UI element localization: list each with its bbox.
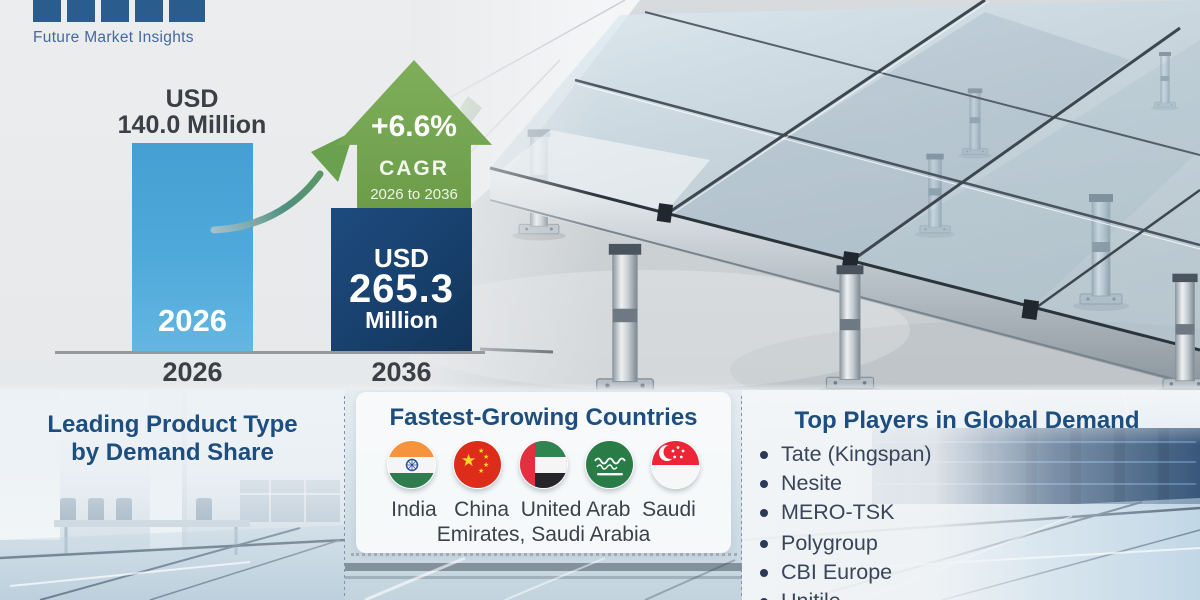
x-axis-label-2036: 2036 bbox=[371, 357, 432, 387]
x-axis-line bbox=[55, 351, 485, 354]
office-photo-haze bbox=[0, 390, 345, 600]
player-name: Unitile bbox=[781, 589, 841, 600]
bullet-icon bbox=[760, 508, 768, 517]
player-item: CBI Europe bbox=[760, 558, 932, 587]
player-name: Polygroup bbox=[781, 531, 878, 555]
countries-caption-line1: India China United Arab Saudi bbox=[391, 498, 696, 521]
svg-text:★: ★ bbox=[483, 453, 489, 461]
countries-title: Fastest-Growing Countries bbox=[389, 404, 698, 431]
bullet-icon bbox=[760, 450, 768, 459]
value-label-2026-line2: 140.0 Million bbox=[117, 111, 267, 139]
uae-flag-icon bbox=[519, 440, 568, 489]
product-type-title: Leading Product Type by Demand Share bbox=[0, 411, 345, 467]
cagr-label: CAGR bbox=[379, 157, 449, 180]
india-flag-icon bbox=[387, 440, 436, 489]
svg-text:★: ★ bbox=[478, 447, 484, 455]
brand-name: Future Market Insights bbox=[33, 29, 194, 46]
players-title: Top Players in Global Demand bbox=[794, 407, 1140, 434]
bar-2036-line3: Million bbox=[365, 307, 438, 333]
country-flags: ★ ★ ★ ★ ★ bbox=[356, 440, 731, 489]
bar-2036-line1: USD bbox=[374, 243, 429, 273]
bullet-icon bbox=[760, 539, 768, 548]
x-axis-label-2026: 2026 bbox=[162, 357, 223, 387]
bullet-icon bbox=[760, 568, 768, 577]
bar-2026-inner-label: 2026 bbox=[158, 303, 227, 338]
bullet-icon bbox=[760, 479, 768, 488]
player-name: Tate (Kingspan) bbox=[781, 442, 932, 466]
product-type-title-line1: Leading Product Type bbox=[47, 411, 298, 438]
section-product-type: Leading Product Type by Demand Share bbox=[0, 390, 345, 600]
bar-2026: 2026 bbox=[132, 143, 253, 351]
players-list: Tate (Kingspan) Nesite MERO-TSK Polygrou… bbox=[760, 440, 932, 600]
countries-caption-line2: Emirates, Saudi Arabia bbox=[436, 523, 651, 546]
china-flag-icon: ★ ★ ★ ★ ★ bbox=[453, 440, 502, 489]
section-countries: Fastest-Growing Countries bbox=[345, 390, 742, 600]
countries-card: Fastest-Growing Countries bbox=[356, 392, 731, 553]
player-item: MERO-TSK bbox=[760, 498, 932, 527]
server-photo-haze-top bbox=[742, 390, 1200, 445]
fmi-logo: Future Market Insights bbox=[33, 0, 205, 47]
cagr-period: 2026 to 2036 bbox=[370, 186, 458, 203]
svg-text:★: ★ bbox=[461, 451, 476, 470]
player-item: Unitile bbox=[760, 587, 932, 600]
bar-2036: USD 265.3 Million bbox=[331, 208, 472, 351]
player-name: MERO-TSK bbox=[781, 500, 895, 524]
value-label-2026: USD 140.0 Million bbox=[92, 86, 292, 138]
svg-text:★: ★ bbox=[483, 461, 489, 469]
value-label-2026-line1: USD bbox=[165, 85, 219, 113]
player-name: CBI Europe bbox=[781, 560, 893, 584]
svg-text:★: ★ bbox=[478, 467, 484, 475]
fmi-logo-mark-icon bbox=[33, 0, 205, 22]
hero-photo-raised-floor bbox=[410, 0, 1200, 396]
player-name: Nesite bbox=[781, 471, 842, 495]
saudi-arabia-flag-icon bbox=[585, 440, 634, 489]
cagr-percent: +6.6% bbox=[371, 110, 457, 143]
countries-card-dotted-edge bbox=[351, 553, 737, 556]
bottom-sections: Leading Product Type by Demand Share bbox=[0, 390, 1200, 600]
section-players: Top Players in Global Demand Tate (Kings… bbox=[742, 390, 1200, 600]
player-item: Nesite bbox=[760, 469, 932, 498]
product-type-title-line2: by Demand Share bbox=[71, 439, 274, 466]
singapore-flag-icon bbox=[651, 440, 700, 489]
bullet-icon bbox=[760, 597, 768, 600]
player-item: Tate (Kingspan) bbox=[760, 440, 932, 469]
bar-2036-value: 265.3 bbox=[348, 267, 455, 311]
player-item: Polygroup bbox=[760, 529, 932, 558]
